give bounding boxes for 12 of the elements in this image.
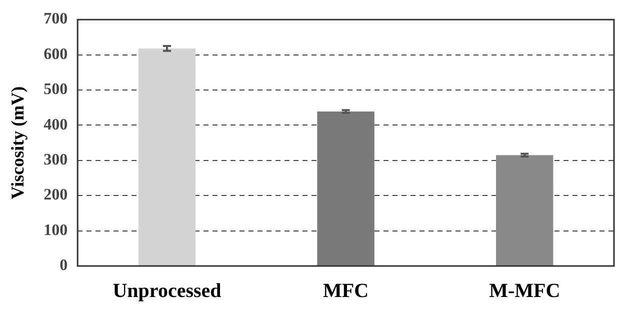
y-tick-label: 600 [44, 46, 68, 63]
y-tick-label: 400 [44, 116, 68, 134]
y-tick-label: 0 [60, 257, 68, 274]
y-tick-label: 300 [44, 152, 68, 169]
y-axis-title: Viscosity (mV) [7, 86, 28, 200]
x-tick-label: M-MFC [489, 280, 560, 302]
x-tick-label: Unprocessed [112, 280, 222, 302]
y-tick-label: 100 [44, 222, 68, 239]
x-tick-label: MFC [323, 280, 369, 302]
y-tick-label: 700 [44, 10, 68, 28]
y-tick-label: 200 [44, 186, 68, 204]
y-tick-label: 500 [44, 81, 68, 98]
